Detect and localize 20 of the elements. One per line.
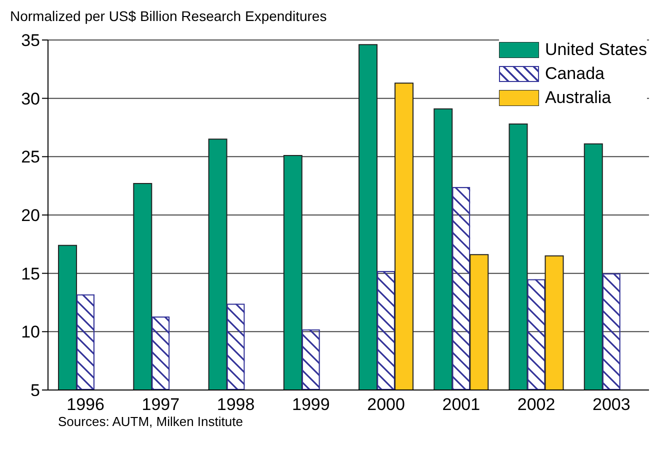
x-tick-label: 2002 bbox=[517, 395, 556, 414]
y-axis-title: Normalized per US$ Billion Research Expenditures bbox=[10, 8, 328, 26]
legend-label: United States bbox=[544, 39, 647, 61]
y-tick-label: 5 bbox=[30, 381, 40, 400]
y-tick-label: 15 bbox=[21, 264, 40, 284]
y-tick-label: 20 bbox=[21, 206, 40, 226]
x-tick-label: 2000 bbox=[367, 395, 405, 414]
x-tick-label: 1998 bbox=[216, 395, 255, 414]
x-tick-label: 1996 bbox=[66, 395, 104, 414]
y-tick-label: 30 bbox=[21, 89, 40, 108]
x-tick-label: 2001 bbox=[442, 395, 480, 414]
legend-label: Canada bbox=[544, 63, 604, 85]
x-tick-label: 2003 bbox=[592, 395, 630, 414]
x-tick-label: 1997 bbox=[142, 395, 180, 414]
y-tick-label: 35 bbox=[21, 31, 40, 50]
y-tick-label: 10 bbox=[21, 322, 40, 342]
x-tick-label: 1999 bbox=[292, 395, 330, 414]
legend-label: Australia bbox=[544, 87, 612, 109]
source-note: Sources: AUTM, Milken Institute bbox=[58, 414, 244, 429]
y-tick-label: 25 bbox=[21, 148, 40, 167]
